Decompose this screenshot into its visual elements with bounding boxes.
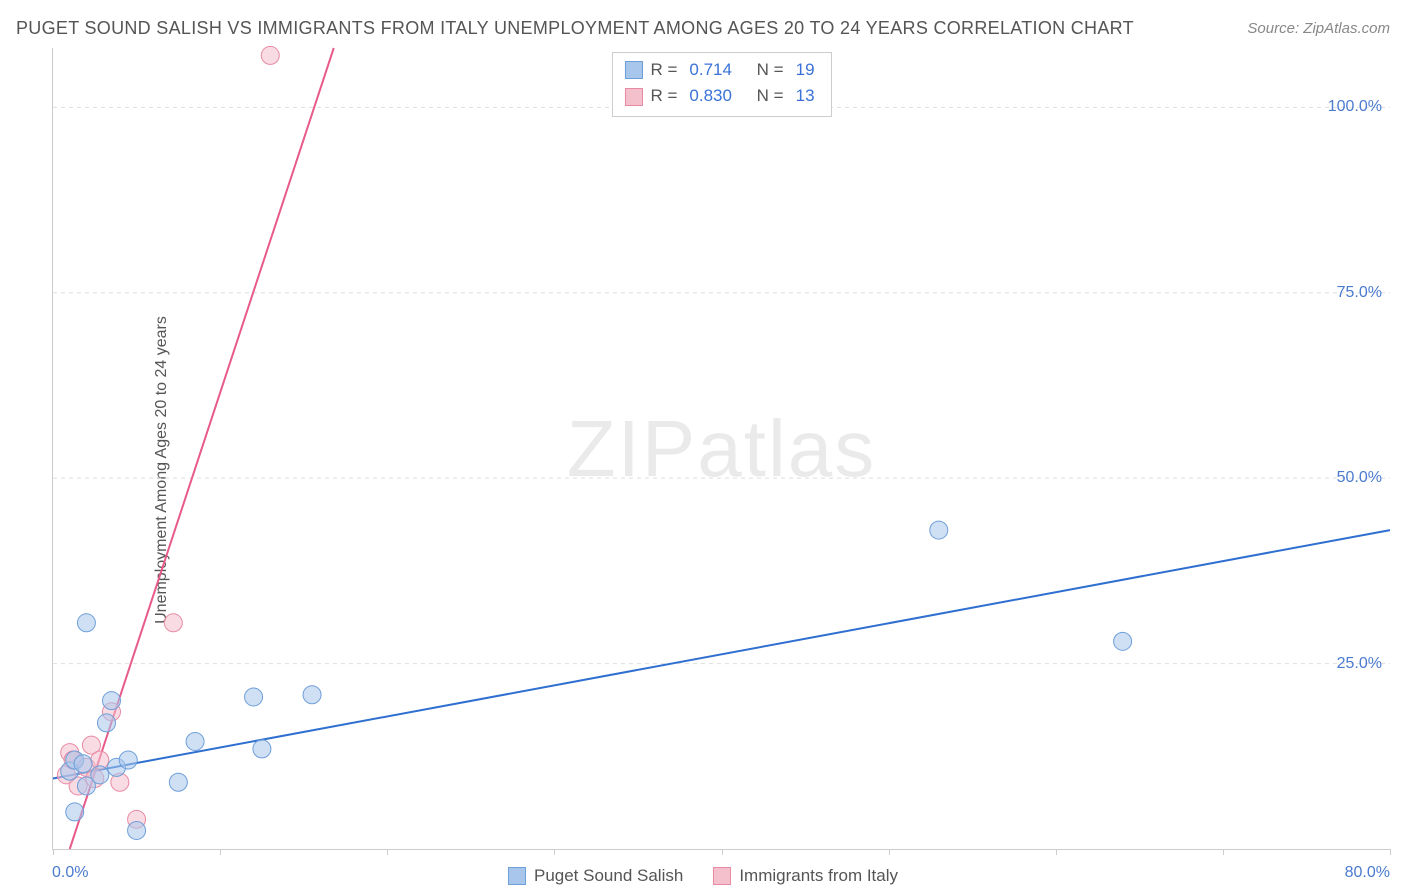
legend-label-pink: Immigrants from Italy [739,866,898,886]
correlation-legend: R = 0.714 N = 19 R = 0.830 N = 13 [611,52,831,117]
legend-item-blue: Puget Sound Salish [508,866,683,886]
x-tick-min: 0.0% [52,864,88,882]
legend-item-pink: Immigrants from Italy [713,866,898,886]
legend-swatch-blue [508,867,526,885]
chart-container: Unemployment Among Ages 20 to 24 years Z… [0,48,1406,892]
legend-label-blue: Puget Sound Salish [534,866,683,886]
y-tick-label: 50.0% [1337,469,1382,487]
n-label-pink: N = [757,83,784,109]
swatch-pink [624,88,642,106]
x-tick-max: 80.0% [1345,864,1390,882]
r-value-blue: 0.714 [689,57,732,83]
scatter-svg [53,48,1390,849]
x-tick [1390,849,1391,855]
n-value-blue: 19 [796,57,815,83]
x-tick [220,849,221,855]
x-tick [889,849,890,855]
series-legend: Puget Sound Salish Immigrants from Italy [508,866,898,886]
swatch-blue [624,61,642,79]
r-label-blue: R = [650,57,677,83]
source-link[interactable]: ZipAtlas.com [1303,20,1390,37]
chart-header: PUGET SOUND SALISH VS IMMIGRANTS FROM IT… [16,18,1390,39]
legend-swatch-pink [713,867,731,885]
source-prefix: Source: [1247,20,1303,37]
correlation-row-pink: R = 0.830 N = 13 [624,83,818,109]
chart-title: PUGET SOUND SALISH VS IMMIGRANTS FROM IT… [16,18,1134,39]
n-label-blue: N = [757,57,784,83]
y-tick-label: 100.0% [1328,98,1382,116]
x-tick [554,849,555,855]
y-tick-label: 25.0% [1337,655,1382,673]
r-label-pink: R = [650,83,677,109]
plot-area: ZIPatlas R = 0.714 N = 19 R = 0.830 N = … [52,48,1390,850]
x-tick [722,849,723,855]
x-tick [1056,849,1057,855]
source-attribution: Source: ZipAtlas.com [1247,20,1390,37]
correlation-row-blue: R = 0.714 N = 19 [624,57,818,83]
r-value-pink: 0.830 [689,83,732,109]
x-tick [387,849,388,855]
x-tick [53,849,54,855]
x-tick [1223,849,1224,855]
y-tick-label: 75.0% [1337,284,1382,302]
n-value-pink: 13 [796,83,815,109]
